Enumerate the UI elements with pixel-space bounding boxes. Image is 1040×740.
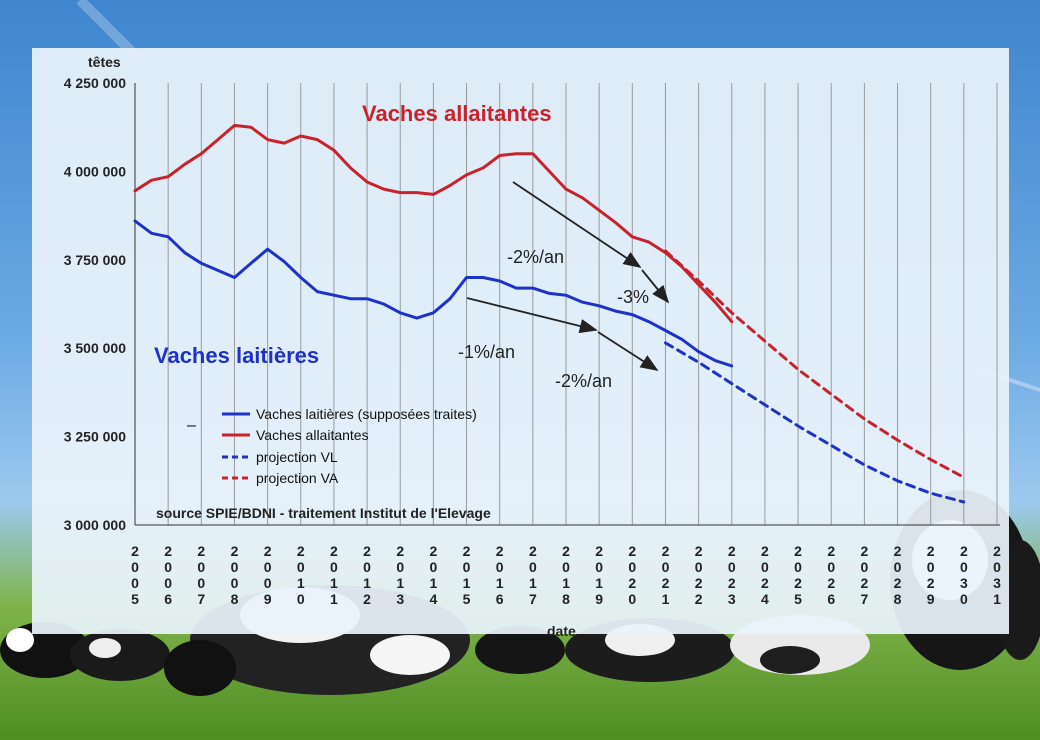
y-axis-label: têtes xyxy=(88,54,121,70)
legend-label-proj-vl: projection VL xyxy=(256,449,338,465)
y-tick-0: 3 000 000 xyxy=(64,517,126,533)
y-tick-2: 3 500 000 xyxy=(64,340,126,356)
arrow-va-2 xyxy=(641,269,670,304)
series-line-0 xyxy=(133,219,734,368)
y-tick-4: 4 000 000 xyxy=(64,163,126,179)
arrow-vl-2 xyxy=(597,331,659,371)
trend-arrows xyxy=(466,181,670,371)
legend-stray-dash: – xyxy=(187,417,196,434)
source-note: source SPIE/BDNI - traitement Institut d… xyxy=(156,505,491,521)
va-series-label: Vaches allaitantes xyxy=(362,101,552,126)
arrow-va-1 xyxy=(512,181,642,269)
grid-lines xyxy=(134,83,998,525)
y-tick-labels: 3 000 000 3 250 000 3 500 000 3 750 000 4 00… xyxy=(64,75,126,533)
vl-rate-2: -2%/an xyxy=(555,371,612,391)
arrow-vl-1 xyxy=(466,297,598,334)
va-rate-2: -3% xyxy=(617,287,649,307)
vl-series-label: Vaches laitières xyxy=(154,343,319,368)
series-line-1 xyxy=(133,123,734,324)
legend-label-proj-va: projection VA xyxy=(256,470,339,486)
legend-label-vl: Vaches laitières (supposées traites) xyxy=(256,406,477,422)
vl-rate-1: -1%/an xyxy=(458,342,515,362)
series-lines xyxy=(133,123,966,504)
chart-panel xyxy=(32,48,1009,634)
legend: – Vaches laitières (supposées traites) V… xyxy=(187,406,477,486)
y-tick-1: 3 250 000 xyxy=(64,429,126,445)
y-tick-5: 4 250 000 xyxy=(64,75,126,91)
y-tick-3: 3 750 000 xyxy=(64,252,126,268)
x-tick-labels: 2 0 0 5 2 0 0 6 2 0 0 7 2 0 0 8 2 0 0 9 2 0 1 0 2 0 1 1 2 0 1 2 2 0 1 3 2 0 1 4… xyxy=(131,543,1001,607)
x-axis-label: date xyxy=(547,623,576,639)
axes xyxy=(134,83,1000,526)
series-line-2 xyxy=(664,341,966,504)
va-rate-1: -2%/an xyxy=(507,247,564,267)
series-line-3 xyxy=(664,249,966,479)
legend-label-va: Vaches allaitantes xyxy=(256,427,369,443)
